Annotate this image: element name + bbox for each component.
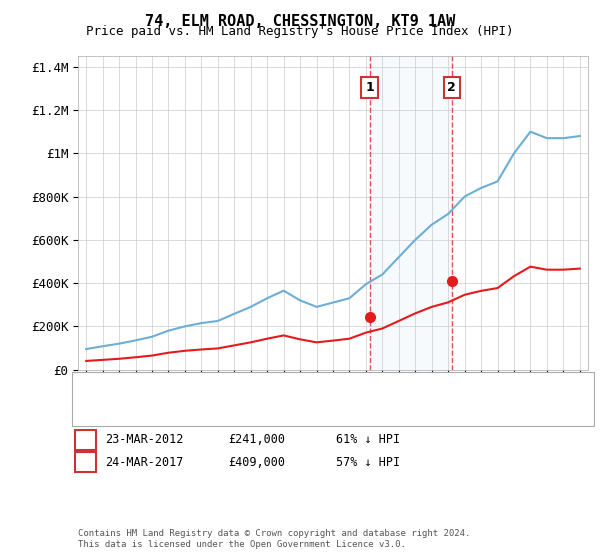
Text: 61% ↓ HPI: 61% ↓ HPI (336, 433, 400, 446)
Text: 23-MAR-2012: 23-MAR-2012 (105, 433, 184, 446)
Text: 1: 1 (82, 435, 89, 445)
Text: 1: 1 (365, 81, 374, 94)
Text: 2: 2 (82, 457, 89, 467)
Text: Contains HM Land Registry data © Crown copyright and database right 2024.
This d: Contains HM Land Registry data © Crown c… (78, 529, 470, 549)
Text: Price paid vs. HM Land Registry's House Price Index (HPI): Price paid vs. HM Land Registry's House … (86, 25, 514, 38)
Text: £409,000: £409,000 (228, 455, 285, 469)
Bar (370, 56, 452, 370)
Text: HPI: Average price, detached house, Kingston upon Thames: HPI: Average price, detached house, King… (126, 402, 476, 412)
Text: 74, ELM ROAD, CHESSINGTON, KT9 1AW (detached house): 74, ELM ROAD, CHESSINGTON, KT9 1AW (deta… (126, 385, 445, 395)
Text: 2: 2 (448, 81, 456, 94)
Text: £241,000: £241,000 (228, 433, 285, 446)
Text: 74, ELM ROAD, CHESSINGTON, KT9 1AW: 74, ELM ROAD, CHESSINGTON, KT9 1AW (145, 14, 455, 29)
Text: 57% ↓ HPI: 57% ↓ HPI (336, 455, 400, 469)
Text: 24-MAR-2017: 24-MAR-2017 (105, 455, 184, 469)
